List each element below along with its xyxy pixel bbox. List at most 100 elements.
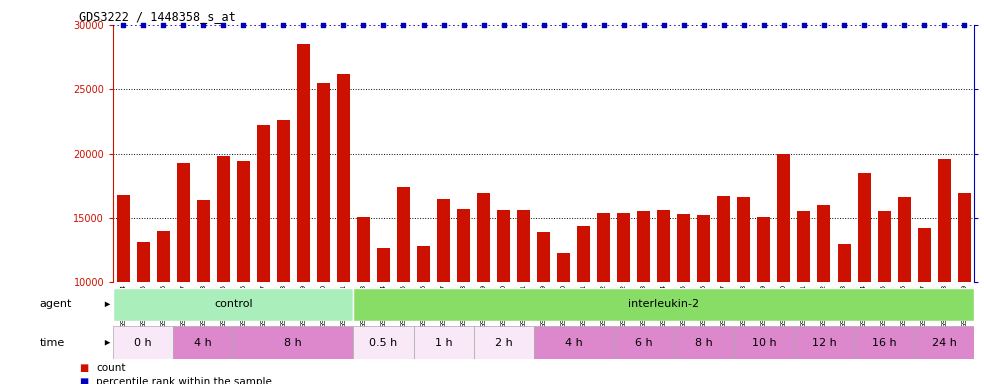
- Point: [816, 22, 831, 28]
- Bar: [477, 194, 490, 282]
- Bar: [277, 120, 290, 282]
- Bar: [518, 210, 530, 282]
- Bar: [113, 288, 353, 321]
- Bar: [233, 326, 353, 359]
- Point: [336, 22, 351, 28]
- Text: 4 h: 4 h: [195, 338, 213, 348]
- Text: 2 h: 2 h: [495, 338, 513, 348]
- Bar: [377, 248, 390, 282]
- Point: [376, 22, 392, 28]
- Text: count: count: [96, 363, 126, 373]
- Text: agent: agent: [39, 299, 72, 310]
- Bar: [533, 326, 614, 359]
- Text: GDS3222 / 1448358_s_at: GDS3222 / 1448358_s_at: [79, 10, 235, 23]
- Point: [396, 22, 411, 28]
- Bar: [794, 326, 854, 359]
- Text: 8 h: 8 h: [284, 338, 302, 348]
- Text: 24 h: 24 h: [932, 338, 956, 348]
- Bar: [457, 209, 470, 282]
- Bar: [557, 253, 570, 282]
- Bar: [497, 210, 510, 282]
- Point: [496, 22, 512, 28]
- Bar: [173, 326, 233, 359]
- Bar: [797, 212, 811, 282]
- Bar: [837, 244, 850, 282]
- Bar: [113, 326, 173, 359]
- Point: [936, 22, 952, 28]
- Bar: [734, 326, 794, 359]
- Text: percentile rank within the sample: percentile rank within the sample: [96, 377, 273, 384]
- Bar: [177, 162, 190, 282]
- Bar: [617, 213, 631, 282]
- Text: 10 h: 10 h: [752, 338, 776, 348]
- Text: 6 h: 6 h: [635, 338, 652, 348]
- Bar: [353, 326, 413, 359]
- Bar: [674, 326, 734, 359]
- Bar: [614, 326, 674, 359]
- Bar: [897, 197, 910, 282]
- Bar: [473, 326, 533, 359]
- Bar: [397, 187, 410, 282]
- Point: [776, 22, 792, 28]
- Bar: [878, 212, 891, 282]
- Bar: [657, 210, 670, 282]
- Point: [556, 22, 572, 28]
- Point: [295, 22, 311, 28]
- Point: [536, 22, 552, 28]
- Point: [516, 22, 531, 28]
- Point: [796, 22, 812, 28]
- Bar: [117, 195, 130, 282]
- Point: [136, 22, 152, 28]
- Bar: [854, 326, 914, 359]
- Point: [235, 22, 251, 28]
- Text: 8 h: 8 h: [695, 338, 712, 348]
- Text: 0 h: 0 h: [135, 338, 152, 348]
- Bar: [677, 214, 691, 282]
- Point: [676, 22, 692, 28]
- Point: [956, 22, 972, 28]
- Point: [916, 22, 932, 28]
- Point: [876, 22, 892, 28]
- Point: [456, 22, 471, 28]
- Bar: [737, 197, 751, 282]
- Point: [256, 22, 272, 28]
- Point: [355, 22, 371, 28]
- Point: [836, 22, 852, 28]
- Bar: [197, 200, 210, 282]
- Bar: [417, 246, 430, 282]
- Bar: [353, 288, 974, 321]
- Bar: [257, 125, 270, 282]
- Text: 16 h: 16 h: [872, 338, 896, 348]
- Bar: [777, 154, 790, 282]
- Point: [155, 22, 171, 28]
- Point: [436, 22, 452, 28]
- Point: [115, 22, 131, 28]
- Point: [576, 22, 591, 28]
- Bar: [818, 205, 830, 282]
- Bar: [337, 74, 350, 282]
- Bar: [957, 194, 970, 282]
- Point: [475, 22, 491, 28]
- Bar: [357, 217, 370, 282]
- Text: 4 h: 4 h: [565, 338, 583, 348]
- Bar: [317, 83, 330, 282]
- Point: [316, 22, 332, 28]
- Point: [616, 22, 632, 28]
- Point: [736, 22, 752, 28]
- Point: [215, 22, 231, 28]
- Bar: [857, 173, 871, 282]
- Point: [716, 22, 732, 28]
- Bar: [297, 44, 310, 282]
- Text: 0.5 h: 0.5 h: [369, 338, 398, 348]
- Text: ■: ■: [79, 363, 88, 373]
- Bar: [216, 156, 230, 282]
- Point: [276, 22, 291, 28]
- Bar: [914, 326, 974, 359]
- Text: interleukin-2: interleukin-2: [628, 299, 700, 310]
- Point: [415, 22, 431, 28]
- Bar: [137, 242, 150, 282]
- Point: [656, 22, 672, 28]
- Point: [636, 22, 651, 28]
- Bar: [597, 213, 610, 282]
- Point: [696, 22, 711, 28]
